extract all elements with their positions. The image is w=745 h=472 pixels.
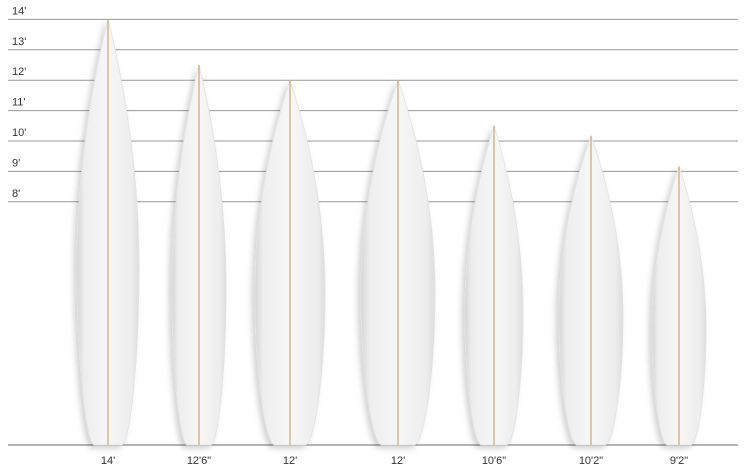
y-tick-label: 10' [12,127,26,139]
labels: 8' 9' 10' 11' 12' 13' 14' 14' 12'6" 12' 12' 10'6" 10… [12,5,688,467]
y-tick-label: 11' [12,97,26,109]
x-category-label: 9'2" [670,455,688,467]
y-tick-label: 12' [12,66,26,78]
y-tick-label: 9' [12,157,20,169]
y-tick-label: 14' [12,5,26,17]
boards [76,19,707,446]
y-tick-label: 13' [12,36,26,48]
x-category-label: 10'2" [579,455,603,467]
x-category-label: 10'6" [482,455,506,467]
x-category-label: 12' [283,455,297,467]
y-tick-label: 8' [12,188,20,200]
x-category-label: 12'6" [187,455,211,467]
x-category-label: 14' [101,455,115,467]
x-category-label: 12' [391,455,405,467]
